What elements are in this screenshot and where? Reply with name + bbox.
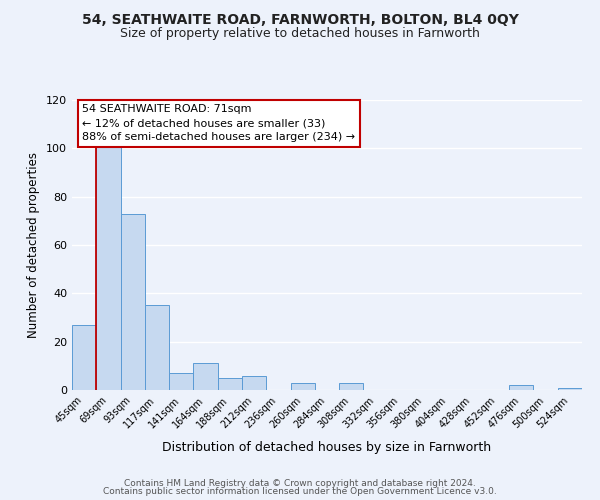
Bar [169,373,193,390]
Bar [96,146,121,390]
Bar [339,383,364,390]
Text: Size of property relative to detached houses in Farnworth: Size of property relative to detached ho… [120,28,480,40]
Bar [218,378,242,390]
X-axis label: Distribution of detached houses by size in Farnworth: Distribution of detached houses by size … [163,441,491,454]
Text: 54 SEATHWAITE ROAD: 71sqm
← 12% of detached houses are smaller (33)
88% of semi-: 54 SEATHWAITE ROAD: 71sqm ← 12% of detac… [82,104,355,142]
Bar [121,214,145,390]
Bar [558,388,582,390]
Bar [242,376,266,390]
Text: Contains public sector information licensed under the Open Government Licence v3: Contains public sector information licen… [103,488,497,496]
Bar [509,385,533,390]
Y-axis label: Number of detached properties: Number of detached properties [28,152,40,338]
Bar [72,325,96,390]
Text: 54, SEATHWAITE ROAD, FARNWORTH, BOLTON, BL4 0QY: 54, SEATHWAITE ROAD, FARNWORTH, BOLTON, … [82,12,518,26]
Text: Contains HM Land Registry data © Crown copyright and database right 2024.: Contains HM Land Registry data © Crown c… [124,478,476,488]
Bar [290,383,315,390]
Bar [145,306,169,390]
Bar [193,364,218,390]
